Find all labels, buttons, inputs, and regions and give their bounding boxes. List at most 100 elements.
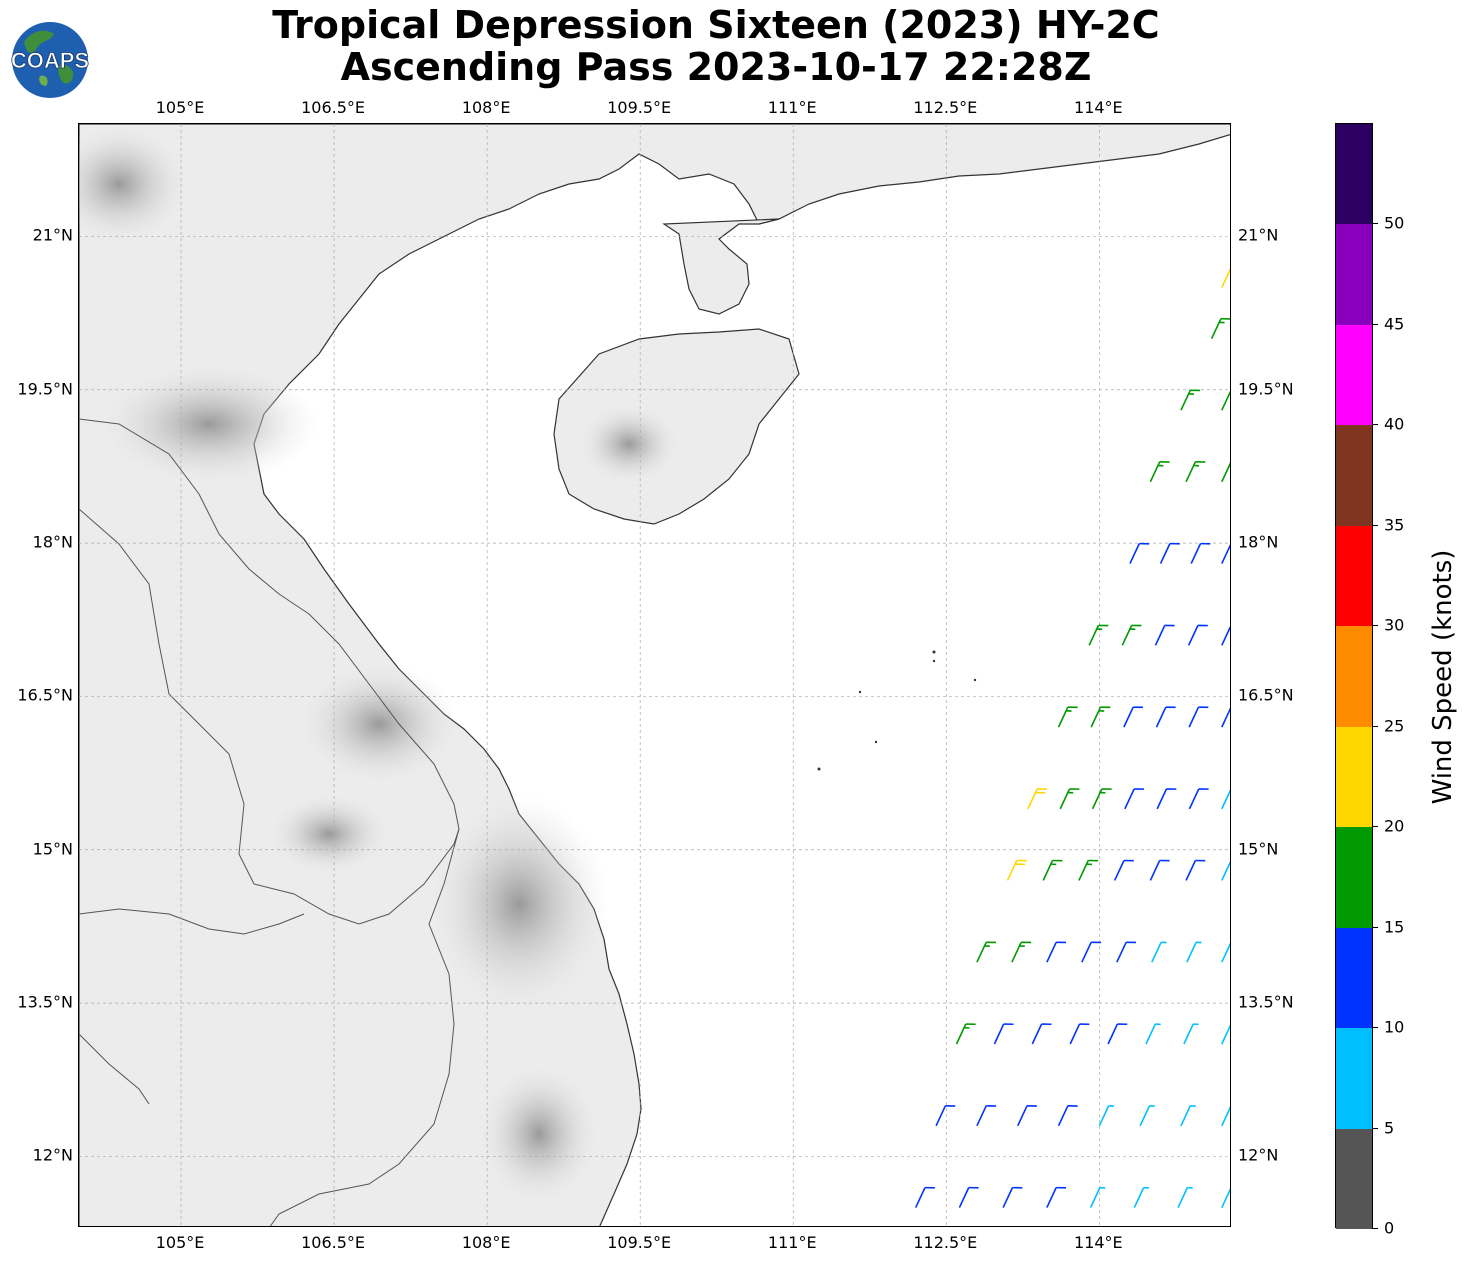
colorbar-tickmark [1372, 1228, 1378, 1229]
wind-barb [1002, 1186, 1023, 1208]
colorbar-tickmark [1372, 223, 1378, 225]
colorbar-bin [1336, 827, 1372, 928]
colorbar-tickmark [1372, 524, 1378, 526]
wind-barb [1221, 461, 1230, 483]
wind-barb [1042, 859, 1063, 881]
lon-tick-label: 111°E [767, 98, 817, 117]
wind-barb [1081, 941, 1102, 963]
wind-barb [935, 1105, 956, 1127]
wind-barb [1057, 1105, 1078, 1127]
wind-barb [1123, 706, 1144, 728]
country-border [79, 1033, 150, 1105]
wind-barb [1159, 542, 1180, 564]
country-border [79, 418, 460, 830]
lat-tick-label: 15°N [32, 839, 73, 859]
wind-barb [1151, 941, 1167, 963]
colorbar-tick-label: 10 [1384, 1017, 1405, 1037]
wind-barb [1078, 859, 1099, 881]
colorbar-tick-label: 35 [1384, 515, 1405, 535]
colorbar-tickmark [1372, 725, 1378, 727]
wind-barb [1116, 941, 1137, 963]
colorbar-bin [1336, 927, 1372, 1029]
paracel-island [874, 740, 878, 744]
wind-barb [1221, 1023, 1230, 1045]
country-border [79, 508, 460, 925]
wind-barb [1221, 788, 1230, 810]
wind-barb [1121, 624, 1142, 646]
wind-barb [1057, 706, 1078, 728]
lat-tick-label: 16.5°N [1238, 685, 1294, 705]
wind-barb [1129, 542, 1150, 564]
lon-tick-label: 114°E [1074, 98, 1123, 117]
wind-barb [1188, 788, 1209, 810]
title-line-1: Tropical Depression Sixteen (2023) HY-2C [272, 3, 1160, 47]
wind-barb [1221, 625, 1230, 646]
wind-barb [1186, 941, 1202, 963]
lon-tick-label: 108°E [461, 1233, 511, 1252]
colorbar-tick-label: 15 [1384, 917, 1405, 937]
paracel-island [973, 678, 977, 682]
mainland-land [79, 124, 1230, 1226]
wind-barb [914, 1186, 935, 1208]
wind-barb [1154, 624, 1175, 646]
lat-tick-label: 13.5°N [1238, 992, 1294, 1012]
terrain-shade [99, 364, 319, 484]
lat-tick-label: 21°N [1238, 225, 1279, 245]
wind-barb [1188, 706, 1209, 728]
paracel-island [932, 659, 936, 663]
lat-tick-label: 18°N [1238, 532, 1279, 552]
wind-barb [1011, 941, 1032, 963]
lat-tick-label: 12°N [1238, 1145, 1279, 1165]
wind-barb [1221, 706, 1230, 728]
colorbar-tick-label: 40 [1384, 414, 1405, 434]
colorbar-label: Wind Speed (knots) [1428, 549, 1458, 805]
terrain-shade [79, 124, 189, 244]
wind-barb [1017, 1105, 1037, 1127]
colorbar-tickmark [1372, 1127, 1378, 1129]
wind-barb [1090, 706, 1111, 728]
colorbar-tickmark [1372, 323, 1378, 325]
wind-barb [958, 1186, 979, 1208]
lon-tick-label: 105°E [155, 98, 205, 117]
colorbar-bin [1336, 726, 1372, 828]
wind-barb [1027, 788, 1048, 810]
colorbar-tick-label: 5 [1384, 1118, 1395, 1138]
colorbar-tick-label: 20 [1384, 816, 1405, 836]
colorbar-tick-label: 25 [1384, 716, 1405, 736]
wind-barb [1221, 267, 1230, 288]
wind-barb [1145, 1023, 1161, 1045]
lon-tick-label: 112.5°E [913, 1233, 978, 1252]
logo-text: COAPS [11, 48, 89, 73]
wind-barb [1149, 461, 1170, 483]
colorbar-tickmark [1372, 625, 1378, 627]
wind-barb [955, 1023, 976, 1045]
wind-barb [1190, 542, 1211, 564]
title-line-2: Ascending Pass 2023-10-17 22:28Z [340, 45, 1092, 89]
wind-barb [1221, 543, 1230, 564]
terrain-shade [299, 664, 459, 784]
colorbar-tick-label: 45 [1384, 314, 1405, 334]
wind-barb [1185, 859, 1206, 881]
lon-tick-label: 112.5°E [913, 98, 978, 117]
country-border [269, 828, 460, 1226]
lon-tick-label: 111°E [767, 1233, 817, 1252]
leizhou-peninsula [662, 218, 780, 315]
wind-barb [976, 1105, 997, 1127]
colorbar-bin [1336, 124, 1372, 225]
lon-tick-label: 105°E [155, 1233, 205, 1252]
lat-tick-label: 21°N [32, 225, 73, 245]
terrain-shade [429, 794, 609, 1014]
lon-tick-label: 114°E [1074, 1233, 1123, 1252]
lat-tick-label: 12°N [32, 1145, 73, 1165]
wind-barb [1088, 624, 1109, 646]
wind-barb [1180, 1105, 1196, 1127]
wind-barb [1006, 859, 1027, 881]
wind-barb [1149, 859, 1170, 881]
wind-barb [1221, 389, 1230, 411]
colorbar-tick-label: 30 [1384, 615, 1405, 635]
colorbar-bin [1336, 525, 1372, 627]
wind-barb [1139, 1105, 1155, 1127]
wind-barb [1180, 389, 1201, 411]
paracel-island [817, 767, 821, 771]
terrain-shade [579, 404, 679, 484]
